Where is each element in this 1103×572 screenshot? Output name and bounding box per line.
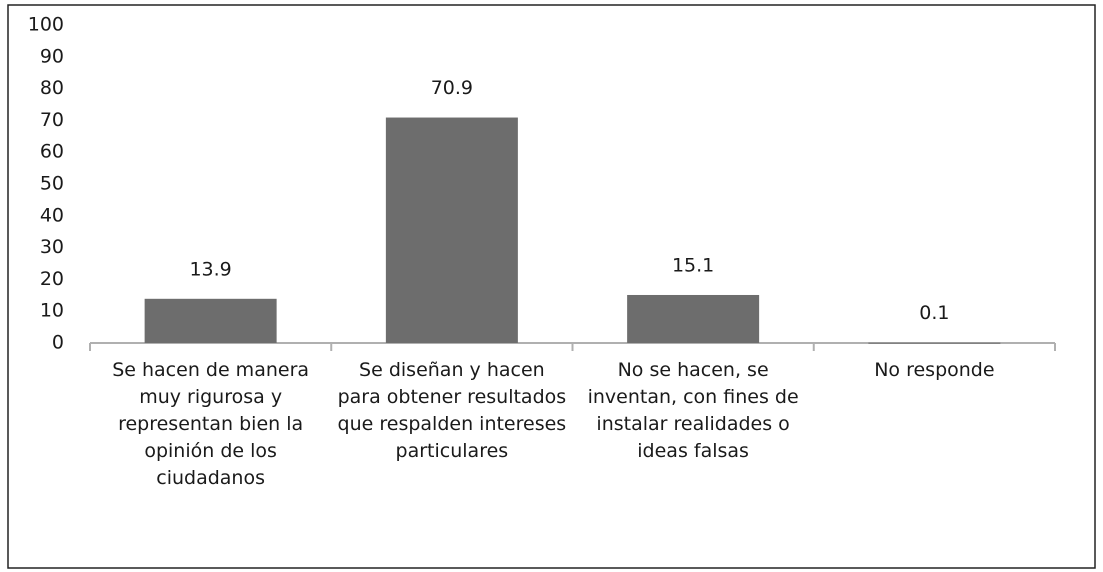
- x-tick-label: Se hacen de manera muy rigurosa y represen…: [112, 359, 309, 489]
- y-tick-label: 20: [40, 268, 64, 290]
- y-tick-label: 80: [40, 77, 64, 99]
- y-tick-label: 40: [40, 204, 64, 226]
- bar: [627, 294, 760, 343]
- y-tick-label: 10: [40, 300, 64, 322]
- value-label: 13.9: [189, 258, 231, 280]
- x-tick-label: Se diseñan y hacen para obtener resultado…: [338, 359, 567, 462]
- x-tick-label: No responde: [874, 359, 994, 381]
- y-tick-label: 0: [52, 332, 64, 354]
- y-tick-label: 60: [40, 141, 64, 163]
- value-label: 0.1: [919, 302, 949, 324]
- y-tick-label: 50: [40, 173, 64, 195]
- y-tick-label: 70: [40, 109, 64, 131]
- y-tick-label: 30: [40, 236, 64, 258]
- bar: [144, 298, 277, 343]
- y-tick-label: 90: [40, 45, 64, 67]
- chart-frame: [7, 4, 1096, 569]
- bar: [868, 342, 1001, 344]
- x-tick-label: No se hacen, se inventan, con fines de ins…: [588, 359, 799, 462]
- y-tick-label: 100: [28, 14, 64, 36]
- value-label: 15.1: [672, 254, 714, 276]
- value-label: 70.9: [431, 77, 473, 99]
- bar: [385, 117, 518, 344]
